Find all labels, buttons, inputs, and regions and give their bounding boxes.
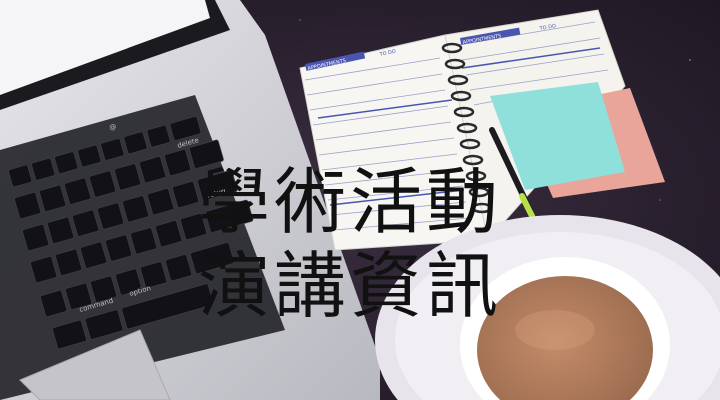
sticky-note-blue — [490, 82, 625, 190]
svg-text:@: @ — [108, 122, 117, 132]
planner-left-todo: TO DO — [378, 49, 396, 58]
planner-spiral — [441, 42, 493, 214]
headline-line-1: 學術活動 — [198, 160, 503, 244]
keyboard-keys — [8, 116, 254, 350]
headline: 學術活動 演講資訊 — [198, 160, 502, 328]
pen — [489, 127, 537, 223]
headline-line-2: 演講資訊 — [198, 244, 503, 328]
planner-right-todo: TO DO — [538, 23, 556, 32]
coffee-cup — [375, 215, 720, 400]
